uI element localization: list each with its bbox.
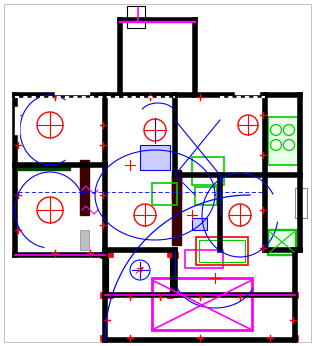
Bar [152, 278, 252, 330]
Bar [55, 90, 90, 95]
Bar [295, 188, 307, 218]
Bar [140, 145, 170, 170]
Bar [268, 230, 296, 255]
Bar [15, 107, 20, 135]
Bar [192, 157, 224, 185]
Bar [196, 237, 248, 265]
Bar [167, 292, 173, 298]
Bar [107, 292, 113, 298]
Bar [192, 218, 207, 230]
Bar [195, 187, 217, 205]
Bar [100, 292, 106, 298]
Bar [80, 230, 89, 250]
Bar [172, 175, 181, 245]
Bar [152, 183, 177, 205]
Bar [172, 252, 178, 258]
Bar [292, 335, 298, 341]
Bar [172, 170, 181, 200]
Bar [100, 252, 106, 258]
Bar [18, 164, 70, 170]
Bar [80, 160, 89, 215]
Bar [167, 251, 173, 257]
Bar [235, 90, 260, 95]
Bar [100, 335, 106, 341]
Bar [185, 250, 223, 268]
Bar [292, 292, 298, 298]
Bar [199, 240, 245, 262]
Bar [268, 117, 298, 165]
Bar [107, 251, 113, 257]
Bar [127, 6, 145, 28]
Bar [107, 250, 172, 295]
